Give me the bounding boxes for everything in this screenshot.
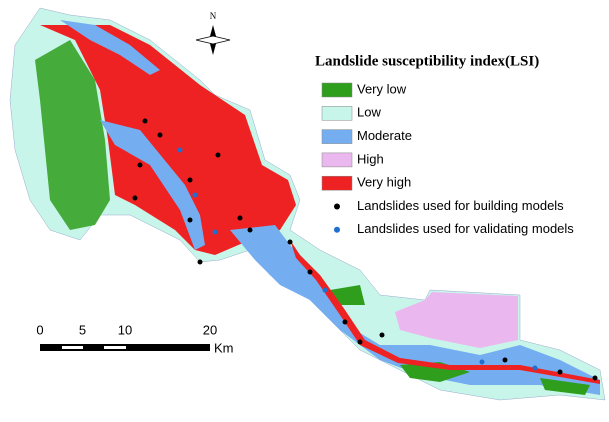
north-label: N bbox=[210, 11, 217, 21]
landslide-point bbox=[287, 239, 293, 245]
scale-tick-label: 10 bbox=[118, 322, 132, 337]
legend-label: Landslides used for building models bbox=[357, 198, 564, 213]
landslide-point bbox=[132, 195, 138, 201]
arrow-ew bbox=[195, 35, 231, 45]
scale-segment bbox=[104, 346, 126, 349]
landslide-point bbox=[187, 177, 193, 183]
legend-swatch bbox=[321, 82, 353, 98]
landslide-point bbox=[177, 147, 183, 153]
landslide-point bbox=[215, 152, 221, 158]
scale-tick-label: 20 bbox=[203, 322, 217, 337]
moderate-zone bbox=[60, 20, 600, 395]
landslide-point bbox=[212, 229, 218, 235]
scale-tick-label: 0 bbox=[36, 322, 43, 337]
scale-tick-label: 5 bbox=[79, 322, 86, 337]
landslide-point bbox=[307, 269, 313, 275]
landslide-point bbox=[192, 192, 198, 198]
legend-swatch bbox=[321, 175, 353, 191]
very-low-zone bbox=[35, 40, 110, 230]
legend-label: Landslides used for validating models bbox=[357, 221, 574, 236]
study-area bbox=[9, 7, 606, 401]
landslide-point bbox=[479, 359, 485, 365]
landslide-point bbox=[322, 287, 328, 293]
legend-label: Very low bbox=[357, 81, 407, 96]
landslide-point bbox=[342, 319, 348, 325]
very-high-strip bbox=[290, 240, 600, 384]
scale-bar: Km 0 5 10 20 bbox=[36, 322, 233, 355]
legend-label: Low bbox=[357, 105, 381, 120]
landslide-point bbox=[592, 375, 598, 381]
landslide-point bbox=[157, 132, 163, 138]
legend-dot bbox=[334, 226, 340, 233]
legend: Very low Low Moderate High Very high Landslid… bbox=[321, 81, 574, 236]
landslide-point bbox=[137, 162, 143, 168]
landslide-point bbox=[557, 369, 563, 375]
landslide-point bbox=[379, 332, 385, 338]
landslide-point bbox=[502, 357, 508, 363]
landslide-point bbox=[532, 365, 538, 371]
scale-unit: Km bbox=[214, 340, 234, 355]
high-zone bbox=[395, 292, 518, 348]
legend-title: Landslide susceptibility index(LSI) bbox=[315, 53, 539, 69]
landslide-points bbox=[132, 118, 598, 381]
legend-label: High bbox=[357, 151, 384, 166]
landslide-point bbox=[187, 217, 193, 223]
very-low-patch bbox=[330, 285, 590, 395]
scale-segment bbox=[62, 346, 83, 349]
landslide-point bbox=[197, 259, 203, 265]
landslide-point bbox=[142, 118, 148, 124]
legend-label: Moderate bbox=[357, 128, 412, 143]
legend-swatch bbox=[321, 152, 353, 168]
landslide-point bbox=[247, 227, 253, 233]
landslide-point bbox=[237, 215, 243, 221]
legend-swatch bbox=[321, 129, 353, 144]
legend-swatch bbox=[321, 106, 353, 121]
north-arrow: N bbox=[195, 11, 231, 55]
landslide-point bbox=[357, 339, 363, 345]
very-high-zone bbox=[40, 25, 296, 255]
legend-label: Very high bbox=[357, 175, 411, 190]
legend-dot bbox=[334, 203, 340, 210]
